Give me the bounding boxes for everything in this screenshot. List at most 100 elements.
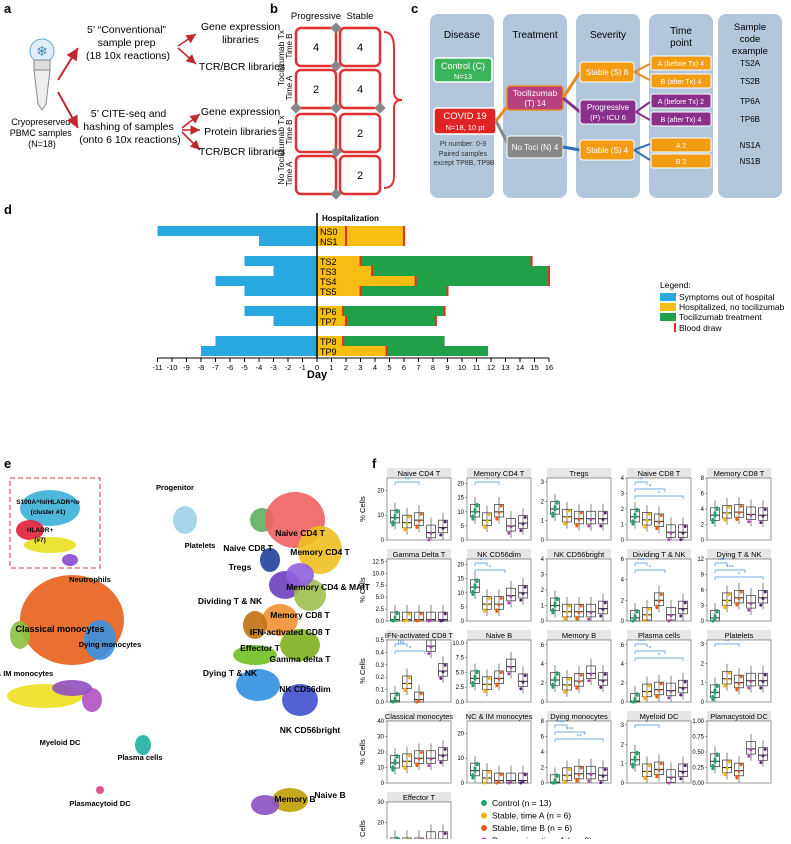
- grid-cell-count: 2: [313, 84, 319, 96]
- data-point: [660, 682, 663, 685]
- data-point: [648, 764, 651, 767]
- data-point: [750, 680, 753, 683]
- toci-bar: [372, 266, 549, 276]
- boxplot-title: Memory B: [562, 631, 596, 640]
- grid-cell-count: 4: [313, 42, 319, 54]
- data-point: [580, 766, 583, 769]
- y-tick-label: 4: [541, 750, 545, 756]
- data-point: [486, 520, 489, 523]
- sig-label: **: [724, 639, 730, 646]
- y-tick-label: 0.0: [376, 700, 385, 706]
- data-point: [578, 680, 581, 683]
- data-point: [604, 511, 607, 514]
- data-point: [406, 761, 409, 764]
- data-point: [714, 511, 717, 514]
- panel-e-umap: S100A^hi/HLADR^lo(cluster #1)HLADR+(#7)P…: [0, 478, 371, 815]
- data-point: [738, 597, 741, 600]
- patient-id: NS1: [320, 237, 338, 247]
- y-tick-label: 0: [461, 619, 465, 625]
- data-point: [759, 604, 762, 607]
- y-tick-label: 2: [541, 588, 545, 594]
- d-tick-label: 10: [458, 363, 466, 372]
- data-point: [403, 688, 406, 691]
- symptom-bar: [245, 256, 318, 266]
- blood-draw-mark: [548, 266, 550, 276]
- data-point: [646, 519, 649, 522]
- y-tick-label: 2: [621, 598, 625, 604]
- data-point: [556, 671, 559, 674]
- data-point: [391, 520, 394, 523]
- data-point: [587, 525, 590, 528]
- y-tick-label: 15: [457, 577, 464, 583]
- data-point: [740, 675, 743, 678]
- d-tick-label: 9: [445, 363, 449, 372]
- data-point: [604, 673, 607, 676]
- d-tick-label: -7: [212, 363, 219, 372]
- data-point: [634, 697, 637, 700]
- data-point: [575, 778, 578, 781]
- y-tick-label: 0: [541, 781, 545, 787]
- timepoint-label: A (before Tx) 2: [658, 99, 704, 106]
- y-tick-label: 1: [621, 762, 625, 768]
- sample-code: TP6B: [740, 115, 760, 124]
- symptom-bar: [201, 346, 317, 356]
- y-tick-label: 0: [621, 619, 625, 625]
- data-point: [488, 597, 491, 600]
- timepoint-label: B (after Tx) 4: [661, 117, 702, 124]
- boxplot-title: Classical monocytes: [385, 712, 454, 721]
- data-point: [391, 620, 394, 623]
- toci-bar: [416, 276, 549, 286]
- bracket: [384, 32, 402, 188]
- panel-letter-d: d: [4, 202, 12, 217]
- data-point: [471, 773, 474, 776]
- data-point: [716, 683, 719, 686]
- toci-bar: [346, 316, 436, 326]
- data-point: [714, 688, 717, 691]
- data-point: [394, 697, 397, 700]
- data-point: [602, 679, 605, 682]
- y-tick-label: 6: [621, 643, 625, 649]
- outputs-conventional: Gene expression libraries TCR/BCR librar…: [199, 21, 285, 73]
- y-tick-label: 2: [541, 681, 545, 687]
- data-point: [728, 672, 731, 675]
- data-point: [587, 780, 590, 783]
- panel-c: Disease Treatment Severity Time point Sa…: [430, 14, 782, 198]
- data-point: [507, 602, 510, 605]
- y-tick-label: 3: [541, 480, 545, 486]
- data-point: [679, 694, 682, 697]
- y-tick-label: 0: [701, 619, 705, 625]
- data-point: [602, 775, 605, 778]
- umap-label: Gamma delta T: [270, 654, 332, 664]
- data-point: [500, 773, 503, 776]
- header-disease: Disease: [444, 30, 481, 41]
- umap-clusters: [7, 490, 342, 815]
- hospitalization-label: Hospitalization: [322, 214, 379, 223]
- y-tick-label: 4: [621, 578, 625, 584]
- data-point: [679, 777, 682, 780]
- patient-id: TS2: [320, 257, 337, 267]
- patient-id: NS0: [320, 227, 338, 237]
- symptom-bar: [245, 306, 318, 316]
- data-point: [634, 756, 637, 759]
- data-point: [406, 522, 409, 525]
- y-tick-label: 0.5: [376, 638, 385, 644]
- data-point: [427, 652, 430, 655]
- data-point: [403, 527, 406, 530]
- data-point: [476, 762, 479, 765]
- data-point: [522, 522, 525, 525]
- d-tick-label: -3: [270, 363, 277, 372]
- y-tick-label: 5: [461, 605, 465, 611]
- data-point: [728, 506, 731, 509]
- panel-d: Hospitalization NS0NS1TS2TS3TS4TS5TP6TP7…: [152, 213, 784, 381]
- d-tick-label: -10: [167, 363, 178, 372]
- y-tick-label: 0.3: [376, 663, 385, 669]
- covid-label: COVID 19: [443, 111, 486, 122]
- data-point: [711, 518, 714, 521]
- row-time-4: Time A: [285, 161, 294, 186]
- boxplot-title: Naive CD8 T: [638, 469, 681, 478]
- data-point: [396, 509, 399, 512]
- umap-cluster: [24, 537, 76, 553]
